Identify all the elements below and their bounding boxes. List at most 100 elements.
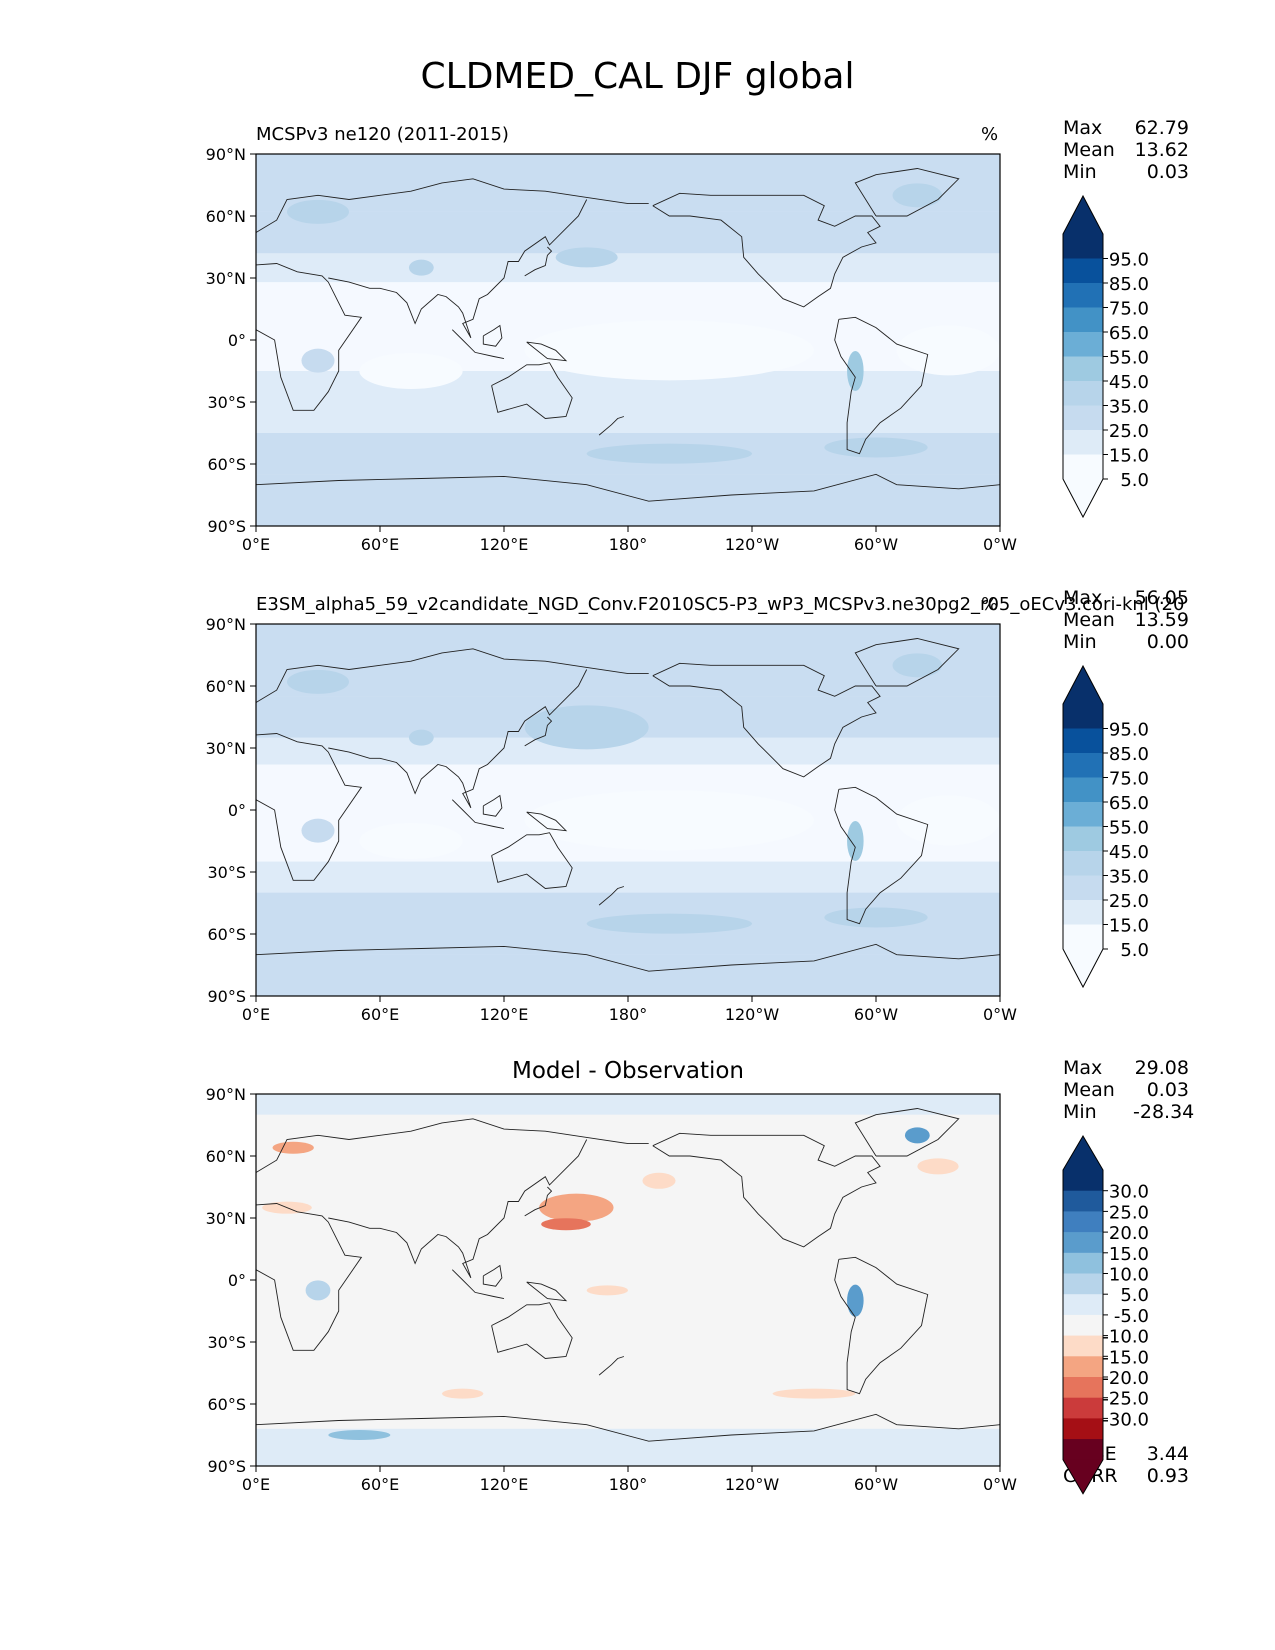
x-tick-label: 180° xyxy=(609,1475,648,1494)
y-tick-label: 60°N xyxy=(206,1147,246,1166)
colorbar-extend-max xyxy=(1063,666,1103,704)
field-patch xyxy=(442,1388,484,1399)
colorbar-swatch xyxy=(1063,258,1103,284)
field-patch xyxy=(847,351,864,391)
stat-label-max: Max xyxy=(1063,1057,1103,1079)
x-tick-label: 0°E xyxy=(242,535,270,554)
map-panel-1: 0°E 60°E 120°E 180° 120°W 60°W 0°W 90°N 60°N 30°N… xyxy=(206,145,1018,554)
colorbar-tick-label: 45.0 xyxy=(1109,372,1149,393)
coastline xyxy=(524,716,553,747)
colorbar-swatch xyxy=(1063,777,1103,803)
colorbar-tick-label: 10.0 xyxy=(1109,1265,1149,1286)
colorbar-tick-label: 35.0 xyxy=(1109,867,1149,888)
panel-1-title: MCSPv3 ne120 (2011-2015) xyxy=(256,124,509,145)
field-band xyxy=(256,624,1000,697)
field-patch xyxy=(904,1127,930,1144)
x-tick-label: 60°W xyxy=(854,1475,898,1494)
coastline xyxy=(598,886,625,906)
colorbar-tick-label: 55.0 xyxy=(1109,818,1149,839)
colorbar-tick-label: 25.0 xyxy=(1109,1202,1149,1223)
stat-label-mean: Mean xyxy=(1063,609,1115,631)
coastline xyxy=(256,1203,363,1351)
coastline xyxy=(834,1256,929,1395)
coastline xyxy=(256,733,363,881)
colorbar-swatch xyxy=(1063,283,1103,308)
y-tick-label: 90°N xyxy=(206,1085,246,1104)
colorbar-swatch xyxy=(1063,1294,1103,1316)
colorbar-swatch xyxy=(1063,430,1103,455)
field-patch xyxy=(586,913,752,934)
colorbar-tick-label: 5.0 xyxy=(1120,940,1149,961)
y-tick-label: 60°N xyxy=(206,677,246,696)
field-patch xyxy=(408,729,434,746)
field-band xyxy=(256,474,1000,526)
field-patch xyxy=(272,1141,314,1154)
coastline xyxy=(256,178,649,233)
colorbar-swatch xyxy=(1063,1397,1103,1419)
y-tick-label: 60°S xyxy=(207,455,246,474)
panel-3-title: Model - Observation xyxy=(511,1058,745,1084)
x-tick-label: 60°E xyxy=(361,535,399,554)
colorbar-swatch xyxy=(1063,1439,1103,1461)
colorbar-swatch xyxy=(1063,924,1103,950)
panel-2-stats: Max 56.05 Mean 13.59 Min 0.00 xyxy=(1063,587,1189,653)
colorbar-tick-label: 65.0 xyxy=(1109,323,1149,344)
colorbar-3: 30.025.020.015.010.05.0-5.0-10.0-15.0-20… xyxy=(1062,1135,1149,1495)
map-field xyxy=(256,154,1000,526)
stat-label-min: Min xyxy=(1063,1101,1097,1123)
colorbar-1: 95.0 85.0 75.0 65.0 55.0 45.0 35.0 25.0 15.0 5.0 xyxy=(1062,194,1149,519)
stat-label-max: Max xyxy=(1063,117,1103,139)
x-tick-label: 60°E xyxy=(361,1475,399,1494)
x-tick-label: 180° xyxy=(609,1005,648,1024)
coastline xyxy=(526,811,568,832)
coastline xyxy=(256,1413,1000,1442)
field-patch xyxy=(287,199,349,224)
colorbar-extend-max xyxy=(1063,196,1103,234)
colorbar-tick-label: 15.0 xyxy=(1109,446,1149,467)
colorbar-tick-label: -5.0 xyxy=(1114,1306,1149,1327)
stat-value-min: -28.34 xyxy=(1133,1101,1195,1123)
field-patch xyxy=(305,1280,331,1301)
colorbar-tick-label: 65.0 xyxy=(1109,793,1149,814)
coastline xyxy=(491,832,573,889)
coastline xyxy=(256,648,649,703)
field-patch xyxy=(301,348,335,373)
colorbar-tick-label: 45.0 xyxy=(1109,842,1149,863)
coastline xyxy=(451,1269,505,1300)
colorbar-tick-label: 25.0 xyxy=(1109,421,1149,442)
colorbar-swatch xyxy=(1063,356,1103,382)
x-tick-label: 60°E xyxy=(361,1005,399,1024)
colorbar-tick-label: 95.0 xyxy=(1109,720,1149,741)
y-tick-label: 0° xyxy=(228,331,246,350)
colorbar-tick-label: 75.0 xyxy=(1109,299,1149,320)
field-band xyxy=(256,257,1000,283)
y-tick-label: 30°N xyxy=(206,269,246,288)
x-tick-label: 120°E xyxy=(480,535,529,554)
coastline xyxy=(598,416,625,436)
colorbar-swatch xyxy=(1063,802,1103,827)
field-patch xyxy=(301,818,335,843)
x-tick-label: 120°W xyxy=(725,1005,780,1024)
y-tick-label: 90°S xyxy=(207,1457,246,1476)
field-patch xyxy=(408,259,434,276)
x-tick-label: 0°W xyxy=(983,1005,1017,1024)
stat-value-mean: 13.59 xyxy=(1134,609,1189,631)
colorbar-swatch xyxy=(1063,1252,1103,1274)
coastline xyxy=(834,786,929,925)
colorbar-2: 95.0 85.0 75.0 65.0 55.0 45.0 35.0 25.0 15.0 5.0 xyxy=(1062,664,1149,989)
field-band xyxy=(256,954,1000,996)
coastline xyxy=(524,1186,553,1217)
x-tick-label: 120°W xyxy=(725,1475,780,1494)
field-patch xyxy=(541,1218,591,1231)
coastline xyxy=(524,246,553,277)
colorbar-tick-label: 30.0 xyxy=(1109,1182,1149,1203)
stat-label-min: Min xyxy=(1063,631,1097,653)
coastline xyxy=(834,316,929,455)
colorbar-extend-max xyxy=(1063,1136,1103,1170)
coastline xyxy=(482,794,503,817)
x-tick-label: 0°W xyxy=(983,535,1017,554)
y-tick-label: 90°N xyxy=(206,615,246,634)
colorbar-swatch xyxy=(1063,307,1103,333)
colorbar-tick-label: 5.0 xyxy=(1120,1285,1149,1306)
field-patch xyxy=(524,320,814,381)
